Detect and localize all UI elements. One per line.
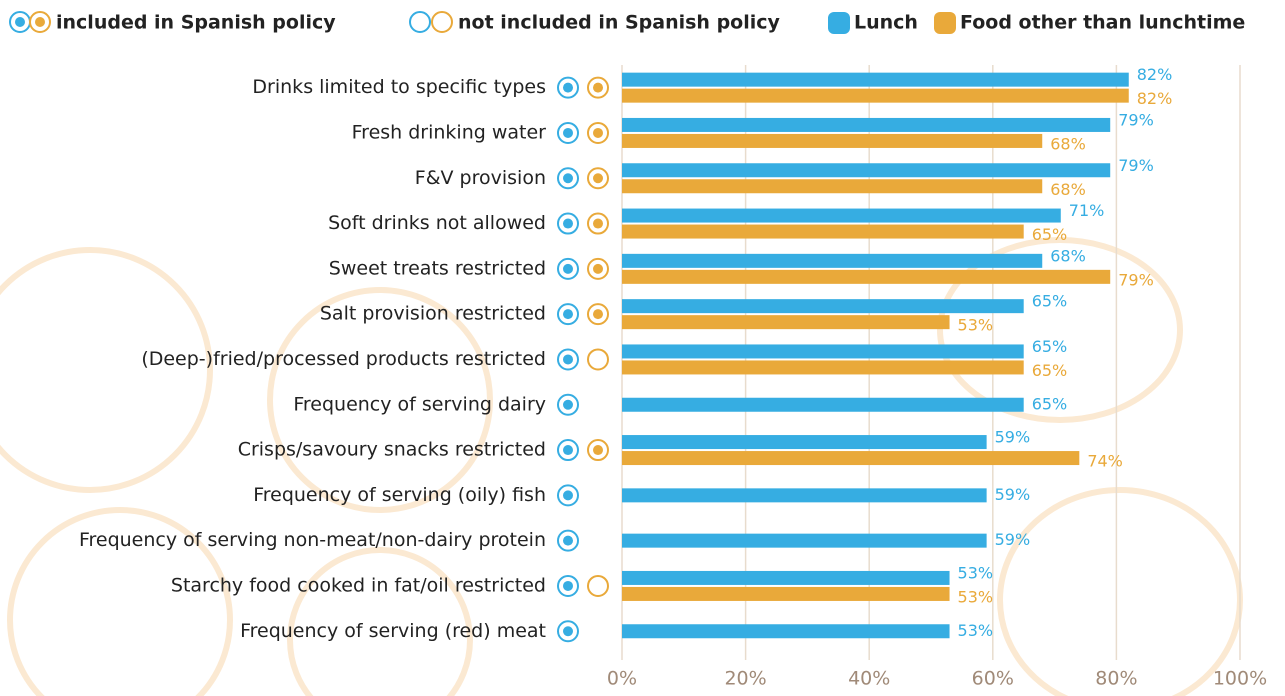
bar [622,225,1024,239]
bar [622,179,1042,193]
value-label: 68% [1050,134,1086,153]
value-label: 59% [995,530,1031,549]
value-label: 68% [1050,180,1086,199]
bar [622,398,1024,412]
policy-icon-dot [563,581,573,591]
policy-icon-dot [593,173,603,183]
y-tick-label: Salt provision restricted [320,303,546,325]
y-tick-label: Soft drinks not allowed [328,212,546,234]
y-tick-label: Frequency of serving non-meat/non-dairy … [79,529,546,551]
y-tick-label: F&V provision [415,167,546,189]
bar [622,134,1042,148]
y-tick-label: Fresh drinking water [352,121,547,143]
policy-icon-dot [563,626,573,636]
bar [622,270,1110,284]
bar [622,624,950,638]
value-label: 53% [958,563,994,582]
bar [622,534,987,548]
value-label: 79% [1118,270,1154,289]
legend-label: Food other than lunchtime [960,12,1245,34]
value-label: 68% [1050,246,1086,265]
value-label: 59% [995,485,1031,504]
legend-label: not included in Spanish policy [458,12,781,34]
y-tick-label: Frequency of serving dairy [293,393,546,415]
legend-swatch [934,12,956,34]
bar [622,488,987,502]
value-label: 65% [1032,225,1068,244]
policy-icon-dot [563,490,573,500]
policy-icon-dot [563,309,573,319]
policy-icon-dot [563,173,573,183]
bar [622,73,1129,87]
policy-icon-dot [563,219,573,229]
value-label: 71% [1069,201,1105,220]
x-tick-label: 40% [848,668,890,690]
bar [622,344,1024,358]
policy-icon-dot [563,536,573,546]
legend-label: Lunch [854,12,918,34]
value-label: 53% [958,587,994,606]
policy-icon-dot [593,219,603,229]
legend-icon [410,12,430,32]
policy-icon-dot [563,128,573,138]
bar [622,209,1061,223]
policy-icon-dot [563,264,573,274]
value-label: 53% [958,316,994,335]
policy-icon-dot [593,128,603,138]
value-label: 65% [1032,337,1068,356]
value-label: 79% [1118,110,1154,129]
x-tick-label: 20% [724,668,766,690]
bar [622,315,950,329]
value-label: 59% [995,428,1031,447]
policy-icon-dot [563,400,573,410]
y-tick-label: Frequency of serving (oily) fish [253,484,546,506]
value-label: 65% [1032,292,1068,311]
y-tick-label: (Deep-)fried/processed products restrict… [141,348,546,370]
y-tick-label: Starchy food cooked in fat/oil restricte… [171,574,546,596]
policy-icon-dot [563,83,573,93]
bar [622,435,987,449]
legend-swatch [828,12,850,34]
bar [622,89,1129,103]
value-label: 79% [1118,156,1154,175]
bar [622,254,1042,268]
value-label: 74% [1087,452,1123,471]
y-tick-label: Drinks limited to specific types [252,76,546,98]
value-label: 82% [1137,65,1173,84]
policy-icon-dot [593,309,603,319]
x-tick-label: 60% [972,668,1014,690]
policy-icon-dot [593,445,603,455]
bar [622,587,950,601]
bar [622,299,1024,313]
x-tick-label: 100% [1213,668,1267,690]
value-label: 65% [1032,361,1068,380]
legend-icon [432,12,452,32]
value-label: 53% [958,621,994,640]
y-tick-label: Sweet treats restricted [329,257,546,279]
bar [622,163,1110,177]
bar [622,571,950,585]
policy-icon-dot [563,445,573,455]
legend-label: included in Spanish policy [56,12,336,34]
policy-icon-dot [593,264,603,274]
legend-icon-dot [35,17,45,27]
bar [622,360,1024,374]
bar [622,451,1079,465]
bar [622,118,1110,132]
policy-icon [588,576,608,596]
x-tick-label: 80% [1095,668,1137,690]
policy-icon [588,349,608,369]
policy-icon-dot [593,83,603,93]
legend-icon-dot [15,17,25,27]
value-label: 65% [1032,394,1068,413]
x-tick-label: 0% [607,668,637,690]
value-label: 82% [1137,89,1173,108]
policy-icon-dot [563,354,573,364]
y-tick-label: Crisps/savoury snacks restricted [238,439,546,461]
y-tick-label: Frequency of serving (red) meat [240,620,546,642]
chart: 0% 20% 40% 60% 80% 100% included in Spanish po… [0,0,1285,696]
